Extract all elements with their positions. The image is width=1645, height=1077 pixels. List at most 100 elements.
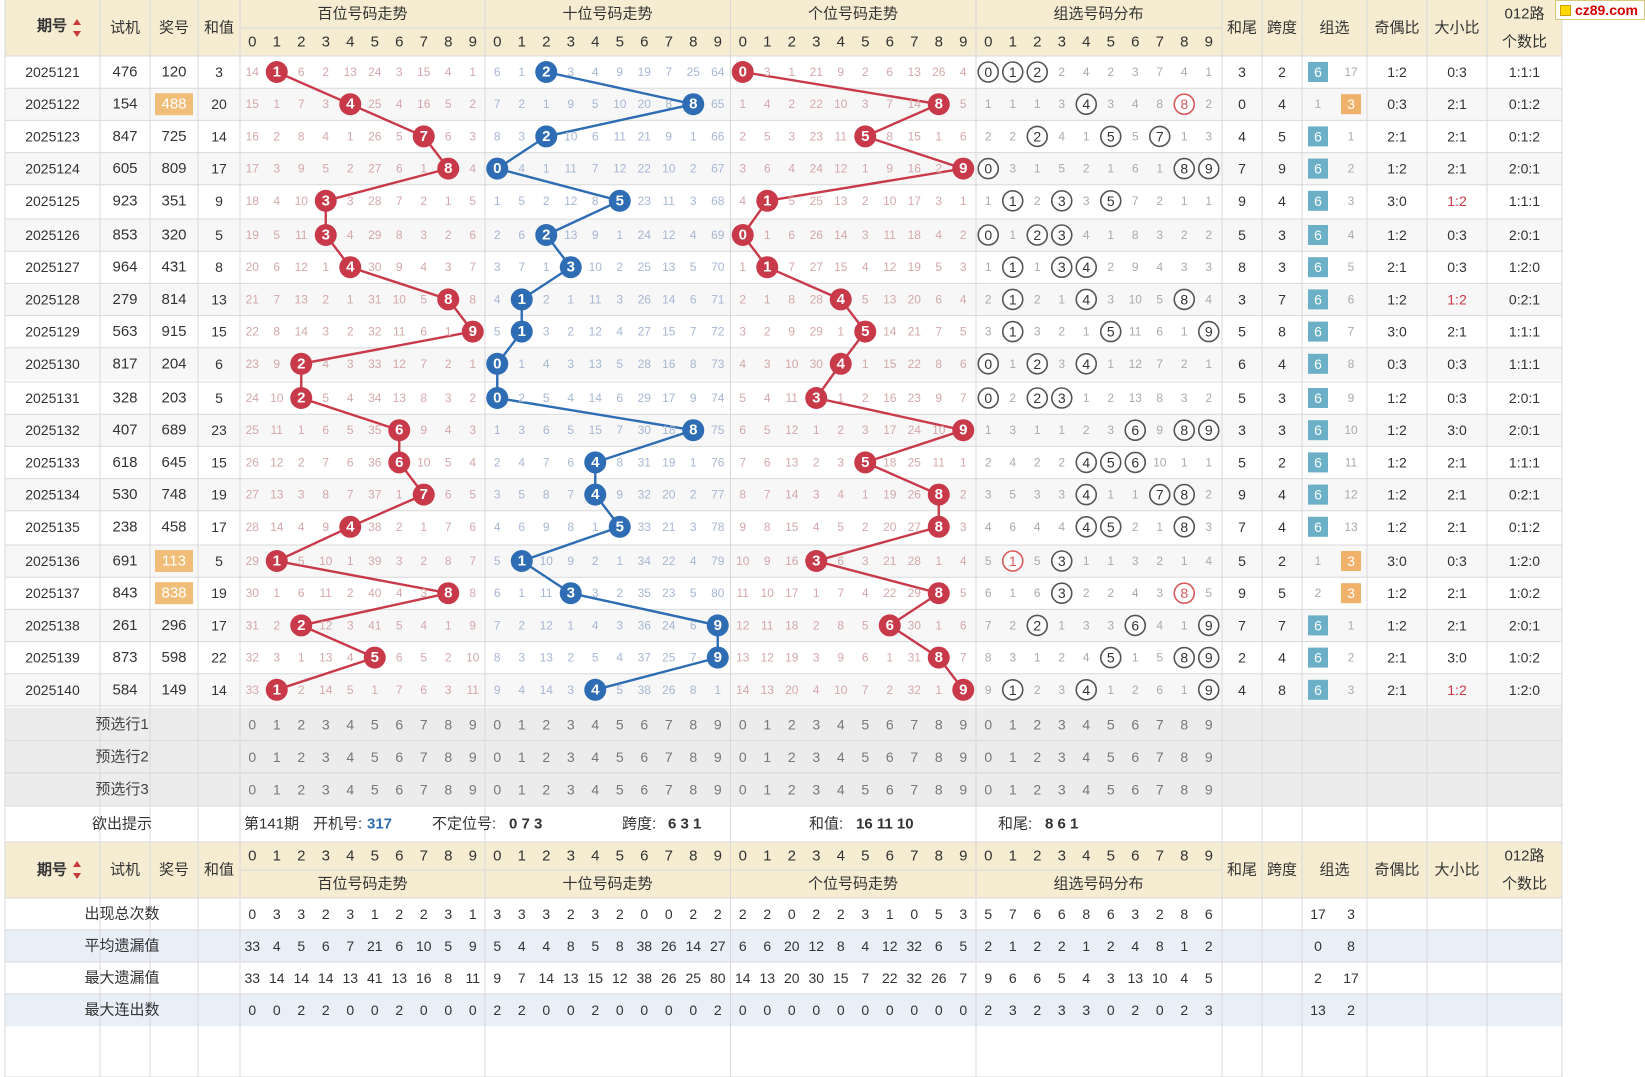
preselect-digit-button[interactable]: 1 [763,781,771,797]
preselect-digit-button[interactable]: 3 [812,716,820,732]
preselect-digit-button[interactable]: 0 [493,749,501,765]
preselect-digit-button[interactable]: 1 [763,716,771,732]
preselect-digit-button[interactable]: 8 [1180,749,1188,765]
preselect-digit-button[interactable]: 1 [518,749,526,765]
preselect-digit-button[interactable]: 8 [935,716,943,732]
preselect-digit-button[interactable]: 0 [248,716,256,732]
preselect-digit-button[interactable]: 5 [861,716,869,732]
preselect-digit-button[interactable]: 4 [1082,781,1090,797]
preselect-digit-button[interactable]: 0 [984,716,992,732]
preselect-digit-button[interactable]: 3 [1058,716,1066,732]
preselect-digit-button[interactable]: 6 [395,716,403,732]
preselect-digit-button[interactable]: 5 [371,749,379,765]
preselect-digit-button[interactable]: 3 [567,749,575,765]
preselect-digit-button[interactable]: 2 [542,749,550,765]
preselect-digit-button[interactable]: 1 [1009,749,1017,765]
preselect-digit-button[interactable]: 3 [322,781,330,797]
preselect-digit-button[interactable]: 9 [1205,749,1213,765]
preselect-digit-button[interactable]: 8 [1180,781,1188,797]
preselect-digit-button[interactable]: 0 [493,781,501,797]
preselect-digit-button[interactable]: 6 [886,781,894,797]
preselect-digit-button[interactable]: 3 [812,781,820,797]
preselect-digit-button[interactable]: 9 [959,781,967,797]
preselect-digit-button[interactable]: 2 [1033,716,1041,732]
preselect-digit-button[interactable]: 7 [1156,749,1164,765]
preselect-digit-button[interactable]: 1 [1009,781,1017,797]
preselect-digit-button[interactable]: 4 [591,716,599,732]
preselect-digit-button[interactable]: 1 [518,781,526,797]
preselect-digit-button[interactable]: 9 [469,749,477,765]
preselect-digit-button[interactable]: 8 [935,749,943,765]
preselect-digit-button[interactable]: 1 [273,716,281,732]
preselect-digit-button[interactable]: 4 [837,749,845,765]
preselect-digit-button[interactable]: 0 [248,781,256,797]
preselect-digit-button[interactable]: 5 [616,781,624,797]
preselect-digit-button[interactable]: 5 [616,749,624,765]
preselect-digit-button[interactable]: 6 [395,749,403,765]
preselect-digit-button[interactable]: 7 [420,781,428,797]
preselect-digit-button[interactable]: 4 [1082,716,1090,732]
preselect-digit-button[interactable]: 8 [444,716,452,732]
preselect-digit-button[interactable]: 4 [346,716,354,732]
preselect-digit-button[interactable]: 7 [665,781,673,797]
preselect-digit-button[interactable]: 2 [788,716,796,732]
preselect-digit-button[interactable]: 0 [493,716,501,732]
preselect-digit-button[interactable]: 6 [640,749,648,765]
preselect-digit-button[interactable]: 8 [1180,716,1188,732]
preselect-digit-button[interactable]: 6 [1131,781,1139,797]
preselect-digit-button[interactable]: 8 [689,749,697,765]
preselect-digit-button[interactable]: 1 [273,749,281,765]
preselect-digit-button[interactable]: 9 [1205,716,1213,732]
preselect-digit-button[interactable]: 3 [567,716,575,732]
preselect-digit-button[interactable]: 9 [469,716,477,732]
preselect-digit-button[interactable]: 7 [665,749,673,765]
preselect-digit-button[interactable]: 6 [395,781,403,797]
preselect-digit-button[interactable]: 1 [518,716,526,732]
preselect-digit-button[interactable]: 7 [665,716,673,732]
preselect-digit-button[interactable]: 2 [788,749,796,765]
preselect-digit-button[interactable]: 6 [886,716,894,732]
preselect-digit-button[interactable]: 8 [935,781,943,797]
preselect-digit-button[interactable]: 0 [739,716,747,732]
preselect-digit-button[interactable]: 3 [322,716,330,732]
preselect-digit-button[interactable]: 9 [1205,781,1213,797]
preselect-digit-button[interactable]: 2 [1033,781,1041,797]
preselect-digit-button[interactable]: 4 [346,749,354,765]
preselect-digit-button[interactable]: 5 [371,781,379,797]
preselect-digit-button[interactable]: 2 [542,781,550,797]
preselect-digit-button[interactable]: 5 [861,781,869,797]
preselect-digit-button[interactable]: 5 [371,716,379,732]
preselect-digit-button[interactable]: 3 [1058,749,1066,765]
preselect-digit-button[interactable]: 2 [788,781,796,797]
preselect-digit-button[interactable]: 4 [837,781,845,797]
preselect-digit-button[interactable]: 9 [714,716,722,732]
preselect-digit-button[interactable]: 5 [616,716,624,732]
preselect-digit-button[interactable]: 6 [1131,749,1139,765]
preselect-digit-button[interactable]: 5 [1107,716,1115,732]
preselect-digit-button[interactable]: 6 [640,781,648,797]
preselect-digit-button[interactable]: 0 [739,781,747,797]
preselect-digit-button[interactable]: 8 [444,781,452,797]
preselect-digit-button[interactable]: 0 [248,749,256,765]
preselect-digit-button[interactable]: 9 [714,749,722,765]
preselect-digit-button[interactable]: 8 [689,781,697,797]
preselect-digit-button[interactable]: 6 [640,716,648,732]
preselect-digit-button[interactable]: 1 [763,749,771,765]
preselect-digit-button[interactable]: 7 [910,716,918,732]
preselect-digit-button[interactable]: 4 [346,781,354,797]
preselect-digit-button[interactable]: 7 [420,749,428,765]
preselect-digit-button[interactable]: 7 [910,749,918,765]
preselect-digit-button[interactable]: 2 [1033,749,1041,765]
preselect-digit-button[interactable]: 9 [959,716,967,732]
preselect-digit-button[interactable]: 1 [273,781,281,797]
preselect-digit-button[interactable]: 0 [984,781,992,797]
preselect-digit-button[interactable]: 9 [959,749,967,765]
preselect-digit-button[interactable]: 3 [567,781,575,797]
preselect-digit-button[interactable]: 3 [322,749,330,765]
preselect-digit-button[interactable]: 9 [469,781,477,797]
preselect-digit-button[interactable]: 7 [1156,781,1164,797]
preselect-digit-button[interactable]: 4 [591,749,599,765]
preselect-digit-button[interactable]: 1 [1009,716,1017,732]
preselect-digit-button[interactable]: 5 [1107,749,1115,765]
preselect-digit-button[interactable]: 4 [591,781,599,797]
